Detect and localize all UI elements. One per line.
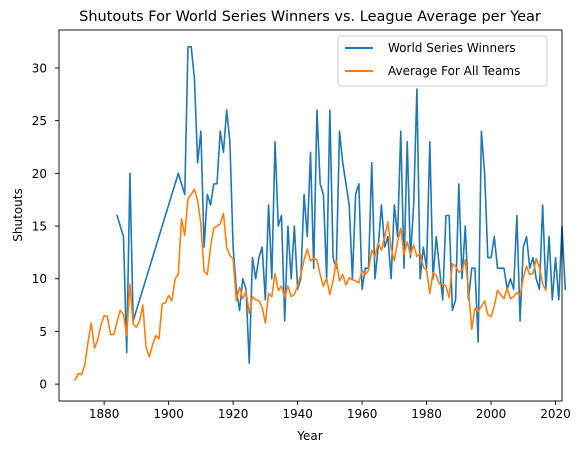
- legend-label-league-average: Average For All Teams: [388, 64, 520, 78]
- x-axis-label: Year: [296, 429, 322, 443]
- series-area: [74, 46, 567, 381]
- chart-title: Shutouts For World Series Winners vs. Le…: [79, 9, 541, 25]
- y-tick-label: 5: [39, 325, 47, 339]
- series-line-world-series-winners: [116, 46, 567, 364]
- x-tick-label: 2020: [540, 407, 571, 421]
- x-tick-label: 1940: [282, 407, 313, 421]
- x-tick-label: 1900: [153, 407, 184, 421]
- y-tick-label: 20: [32, 167, 47, 181]
- x-tick-label: 1980: [411, 407, 442, 421]
- axis-ticks: 1880 1900 1920 1940 1960 1980 2000 2020 0 5 10 15 20…: [32, 61, 571, 421]
- y-tick-label: 25: [32, 114, 47, 128]
- y-tick-label: 30: [32, 61, 47, 75]
- legend: World Series Winners Average For All Tea…: [337, 35, 548, 87]
- y-tick-label: 0: [39, 378, 47, 392]
- x-tick-label: 1920: [218, 407, 249, 421]
- x-tick-label: 1960: [347, 407, 378, 421]
- y-tick-label: 15: [32, 220, 47, 234]
- legend-label-world-series-winners: World Series Winners: [388, 41, 516, 55]
- y-axis-label: Shutouts: [11, 188, 25, 241]
- legend-box: [337, 35, 548, 87]
- y-tick-label: 10: [32, 272, 47, 286]
- plot-frame: [58, 29, 563, 402]
- x-tick-label: 2000: [476, 407, 507, 421]
- series-line-average-for-all-teams: [74, 188, 547, 381]
- x-tick-label: 1880: [89, 407, 120, 421]
